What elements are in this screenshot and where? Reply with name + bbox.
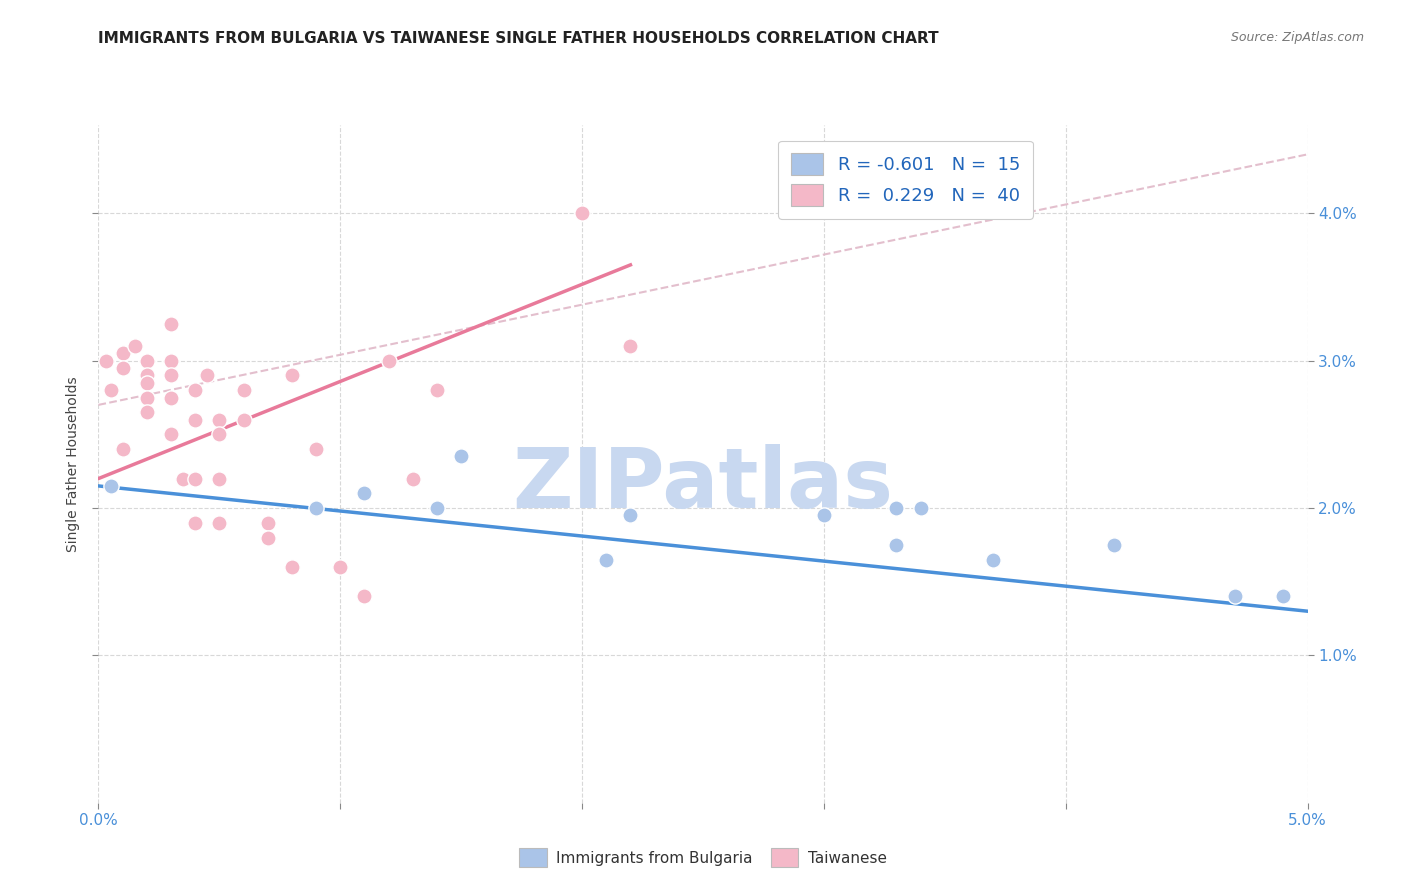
Point [208,427,231,442]
Point [135,368,157,383]
Point [160,427,183,442]
Point [100,383,122,397]
Point [208,516,231,530]
Point [184,472,207,486]
Point [1102,538,1125,552]
Point [111,361,134,376]
Point [135,376,157,390]
Point [886,538,908,552]
Point [135,353,157,368]
Point [1223,590,1246,604]
Point [329,560,352,574]
Point [426,501,449,516]
Point [353,486,375,500]
Point [402,472,425,486]
Point [160,353,183,368]
Point [111,442,134,456]
Point [135,405,157,419]
Point [208,472,231,486]
Point [886,501,908,516]
Legend: Immigrants from Bulgaria, Taiwanese: Immigrants from Bulgaria, Taiwanese [513,842,893,873]
Point [256,516,278,530]
Point [353,590,375,604]
Point [184,383,207,397]
Point [195,368,218,383]
Point [305,442,328,456]
Text: IMMIGRANTS FROM BULGARIA VS TAIWANESE SINGLE FATHER HOUSEHOLDS CORRELATION CHART: IMMIGRANTS FROM BULGARIA VS TAIWANESE SI… [98,31,939,46]
Point [172,472,194,486]
Point [305,501,328,516]
Point [232,383,254,397]
Point [619,508,641,523]
Text: ZIPatlas: ZIPatlas [513,443,893,524]
Point [281,368,304,383]
Point [208,412,231,426]
Point [595,552,617,566]
Point [160,368,183,383]
Point [184,412,207,426]
Point [100,479,122,493]
Point [910,501,932,516]
Point [160,391,183,405]
Point [377,353,399,368]
Point [111,346,134,360]
Point [256,531,278,545]
Point [94,353,117,368]
Point [450,450,472,464]
Point [426,383,449,397]
Point [1272,590,1295,604]
Point [232,412,254,426]
Text: Source: ZipAtlas.com: Source: ZipAtlas.com [1230,31,1364,45]
Point [135,391,157,405]
Point [981,552,1004,566]
Point [571,206,593,220]
Point [619,339,641,353]
Point [813,508,835,523]
Point [281,560,304,574]
Y-axis label: Single Father Households: Single Father Households [66,376,80,551]
Point [124,339,146,353]
Point [160,317,183,331]
Point [184,516,207,530]
